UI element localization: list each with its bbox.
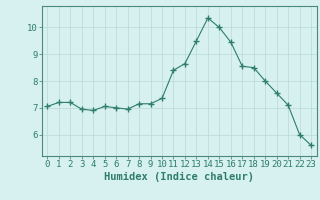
X-axis label: Humidex (Indice chaleur): Humidex (Indice chaleur) — [104, 172, 254, 182]
